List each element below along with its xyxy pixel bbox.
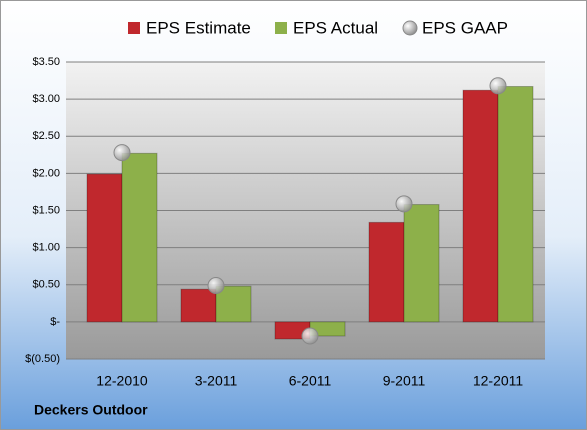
y-tick-label: $(0.50) <box>25 353 60 365</box>
bar <box>497 86 534 323</box>
y-tick-label: $1.00 <box>32 242 60 254</box>
gaap-point <box>301 327 319 345</box>
y-tick-label: $2.50 <box>32 130 60 142</box>
y-tick-label: $3.50 <box>32 56 60 68</box>
gaap-point <box>489 77 507 95</box>
x-tick-label: 6-2011 <box>289 373 332 389</box>
legend-label: EPS Actual <box>293 18 378 37</box>
legend-label: EPS Estimate <box>146 18 251 37</box>
y-tick-label: $1.50 <box>32 204 60 216</box>
footer: Deckers Outdoor <box>34 402 148 418</box>
legend-swatch <box>128 22 140 34</box>
bar <box>86 173 123 323</box>
bar <box>180 288 217 323</box>
gaap-point <box>395 195 413 213</box>
bar <box>462 89 499 323</box>
x-tick-label: 12-2010 <box>96 373 148 389</box>
bar <box>215 285 252 323</box>
x-tick-label: 3-2011 <box>195 373 238 389</box>
legend-swatch <box>402 20 418 36</box>
y-tick-label: $2.00 <box>32 167 60 179</box>
x-tick-label: 12-2011 <box>473 373 524 389</box>
gaap-point <box>207 276 225 294</box>
bar <box>368 221 405 323</box>
x-tick-label: 9-2011 <box>383 373 426 389</box>
y-tick-label: $3.00 <box>32 93 60 105</box>
bar <box>403 204 440 323</box>
y-tick-label: $0.50 <box>32 279 60 291</box>
gaap-point <box>113 144 131 162</box>
y-tick-label: $- <box>50 316 60 328</box>
legend-swatch <box>275 22 287 34</box>
bar <box>121 152 158 323</box>
legend-label: EPS GAAP <box>422 18 508 37</box>
